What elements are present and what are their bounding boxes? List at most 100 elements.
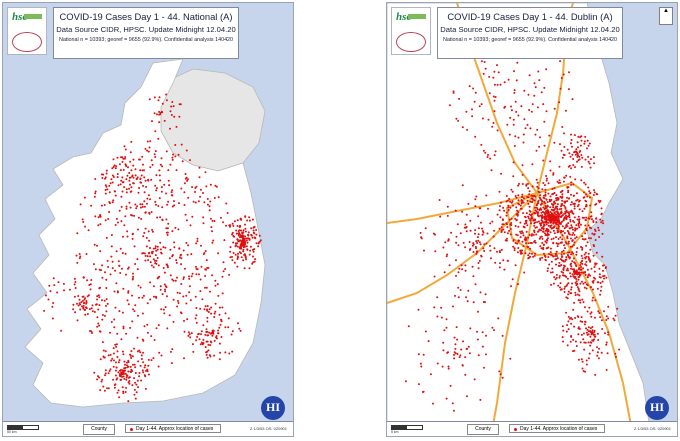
case-dot (534, 221, 537, 224)
case-dot (533, 94, 536, 97)
case-dot (82, 276, 85, 279)
national-map[interactable] (3, 3, 293, 436)
case-dot (127, 290, 130, 293)
case-dot (90, 279, 93, 281)
case-dot (109, 331, 111, 334)
case-dot (146, 149, 149, 152)
case-dot (204, 286, 206, 289)
case-dot (145, 236, 148, 239)
case-dot (593, 270, 596, 273)
case-dot (142, 351, 144, 354)
case-dot (97, 322, 100, 325)
case-dot (487, 207, 489, 210)
case-dot (569, 210, 572, 213)
case-dot (567, 189, 570, 192)
case-dot (149, 298, 152, 301)
case-dot (231, 259, 234, 262)
case-dot (581, 247, 584, 249)
case-dot (583, 207, 586, 210)
case-dot (477, 215, 480, 218)
case-dot (512, 245, 515, 248)
case-dot (114, 306, 117, 309)
case-dot (558, 261, 561, 264)
case-dot (598, 273, 601, 276)
case-dot (249, 249, 252, 252)
case-dot (191, 186, 194, 189)
case-dot (195, 265, 197, 268)
case-dot (573, 325, 576, 328)
case-dot (587, 326, 590, 329)
case-dot (122, 168, 125, 171)
case-dot (515, 196, 518, 199)
case-dot (512, 123, 515, 126)
case-dot (562, 219, 565, 222)
case-dot (511, 200, 514, 203)
case-dot (536, 221, 539, 224)
case-dot (121, 160, 124, 163)
case-dot (591, 329, 594, 332)
case-dot (116, 350, 119, 353)
case-dot (592, 156, 595, 159)
case-dot (96, 244, 98, 247)
case-dot (477, 267, 480, 270)
case-dot (97, 216, 100, 219)
case-dot (259, 239, 262, 242)
case-dot (542, 230, 545, 233)
case-dot (535, 178, 538, 181)
case-dot (119, 247, 122, 250)
case-dot (146, 140, 149, 143)
case-dot (446, 214, 449, 217)
case-dot (218, 358, 221, 361)
case-dot (587, 144, 590, 147)
case-dot (513, 91, 516, 94)
case-dot (557, 238, 560, 240)
case-dot (223, 239, 226, 242)
case-dot (217, 332, 220, 335)
case-dot (136, 176, 139, 179)
case-dot (163, 183, 166, 186)
case-dot (160, 186, 163, 189)
case-dot (453, 336, 456, 339)
case-dot (165, 150, 168, 153)
case-dot (255, 242, 258, 245)
case-dot (224, 312, 227, 315)
case-dot (107, 354, 110, 357)
case-dot (586, 195, 589, 198)
case-dot (128, 201, 131, 204)
case-dot (161, 102, 164, 105)
case-dot (522, 212, 525, 215)
case-dot (584, 320, 586, 323)
case-dot (232, 235, 235, 237)
case-dot (407, 325, 410, 328)
case-dot (614, 314, 617, 317)
case-dot (252, 231, 255, 234)
case-dot (114, 167, 117, 170)
case-dot (546, 239, 549, 242)
case-dot (446, 205, 449, 208)
case-dot (582, 338, 585, 341)
case-dot (99, 358, 102, 361)
case-dot (543, 86, 546, 89)
dublin-map[interactable] (387, 3, 677, 436)
case-dot (602, 275, 605, 278)
case-dot (466, 128, 469, 131)
case-dot (51, 305, 54, 308)
case-dot (166, 227, 169, 230)
case-dot (145, 369, 147, 372)
case-dot (607, 317, 610, 320)
case-dot (591, 280, 594, 283)
case-dot (123, 186, 126, 189)
case-dot (559, 60, 562, 63)
case-dot (129, 151, 132, 154)
case-dot (88, 308, 91, 311)
case-dot (522, 234, 525, 237)
case-dot (550, 219, 553, 222)
case-dot (489, 157, 492, 160)
case-dot (133, 214, 136, 217)
case-dot (498, 209, 501, 212)
case-dot (567, 293, 570, 296)
case-dot (570, 181, 573, 184)
case-dot (93, 243, 96, 246)
case-dot (618, 348, 621, 351)
case-dot (492, 235, 495, 238)
